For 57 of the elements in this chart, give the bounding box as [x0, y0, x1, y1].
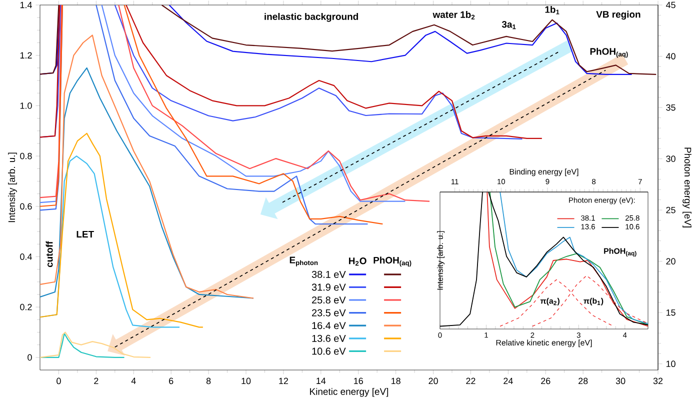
x-tick-label: 24 — [504, 378, 513, 384]
x-tick-label: 10 — [242, 378, 251, 384]
annotation: inelastic background — [264, 12, 358, 22]
y2-tick-label: 45 — [666, 2, 676, 8]
legend-label: 23.5 eV — [312, 309, 346, 316]
y2-tick-label: 20 — [666, 258, 676, 264]
x-tick-label: 4 — [131, 378, 136, 384]
x-tick-label: 32 — [653, 378, 663, 384]
x-tick-label: 16 — [354, 378, 363, 384]
annotation: 1b$_{1}$ — [545, 6, 560, 14]
line-series — [40, 332, 152, 358]
x-tick-label: 26 — [541, 378, 550, 384]
y2-tick-label: 40 — [666, 53, 676, 60]
annotation: VB region — [596, 10, 640, 20]
legend-label: 16.4 eV — [312, 322, 346, 330]
y2-tick-label: 30 — [666, 156, 676, 162]
y-tick-label: 0.6 — [20, 203, 32, 210]
y-tick-label: 0.2 — [20, 304, 32, 310]
y-tick-label: 0 — [28, 354, 32, 361]
annotation: PhOH$_{(aq)}$ — [590, 48, 628, 58]
x-tick-label: 28 — [578, 378, 588, 384]
y2-tick-label: 35 — [666, 104, 676, 111]
x-tick-label: 2 — [94, 378, 98, 384]
legend-label: 38.1 eV — [312, 270, 346, 278]
y-tick-label: 0.8 — [20, 152, 32, 160]
y-tick-label: 1.4 — [20, 2, 32, 8]
y2-tick-label: 10 — [666, 360, 676, 368]
legend-label: 10.6 eV — [312, 348, 346, 355]
x-tick-label: 20 — [428, 378, 438, 384]
line-series — [40, 132, 204, 328]
line-series — [40, 332, 125, 358]
y-axis-title: Intensity [arb. u.] — [8, 152, 17, 222]
legend-label: 25.8 eV — [312, 296, 346, 304]
x-tick-label: 6 — [169, 378, 174, 384]
y2-tick-label: 25 — [666, 206, 676, 214]
y-tick-label: 1.2 — [20, 52, 32, 58]
x-tick-label: 8 — [206, 378, 211, 384]
annotation: LET — [76, 230, 94, 238]
y2-tick-label: 15 — [666, 309, 676, 316]
x-axis-title: Kinetic energy [eV] — [310, 388, 388, 397]
x-tick-label: 14 — [316, 378, 326, 384]
annotation: water 1b$_{2}$ — [432, 11, 475, 20]
y2-axis-title: Photon energy [eV] — [682, 148, 692, 228]
x-tick-label: 30 — [616, 378, 626, 384]
legend-title: E$_{photon}$ — [290, 256, 318, 266]
x-tick-label: 18 — [392, 378, 400, 384]
legend-label: 13.6 eV — [312, 334, 346, 342]
annotation: H$_{2}$O — [349, 258, 366, 266]
annotation: PhOH$_{(aq)}$ — [374, 256, 412, 267]
x-tick-label: 22 — [466, 378, 476, 384]
annotation: cutoff — [46, 241, 53, 268]
y-tick-label: 1.0 — [20, 102, 32, 109]
annotation: 3a$_{1}$ — [502, 21, 516, 30]
x-tick-label: 12 — [279, 378, 288, 384]
x-tick-label: 0 — [56, 378, 61, 384]
y-tick-label: 0.4 — [20, 254, 32, 260]
legend-label: 31.9 eV — [312, 284, 346, 291]
